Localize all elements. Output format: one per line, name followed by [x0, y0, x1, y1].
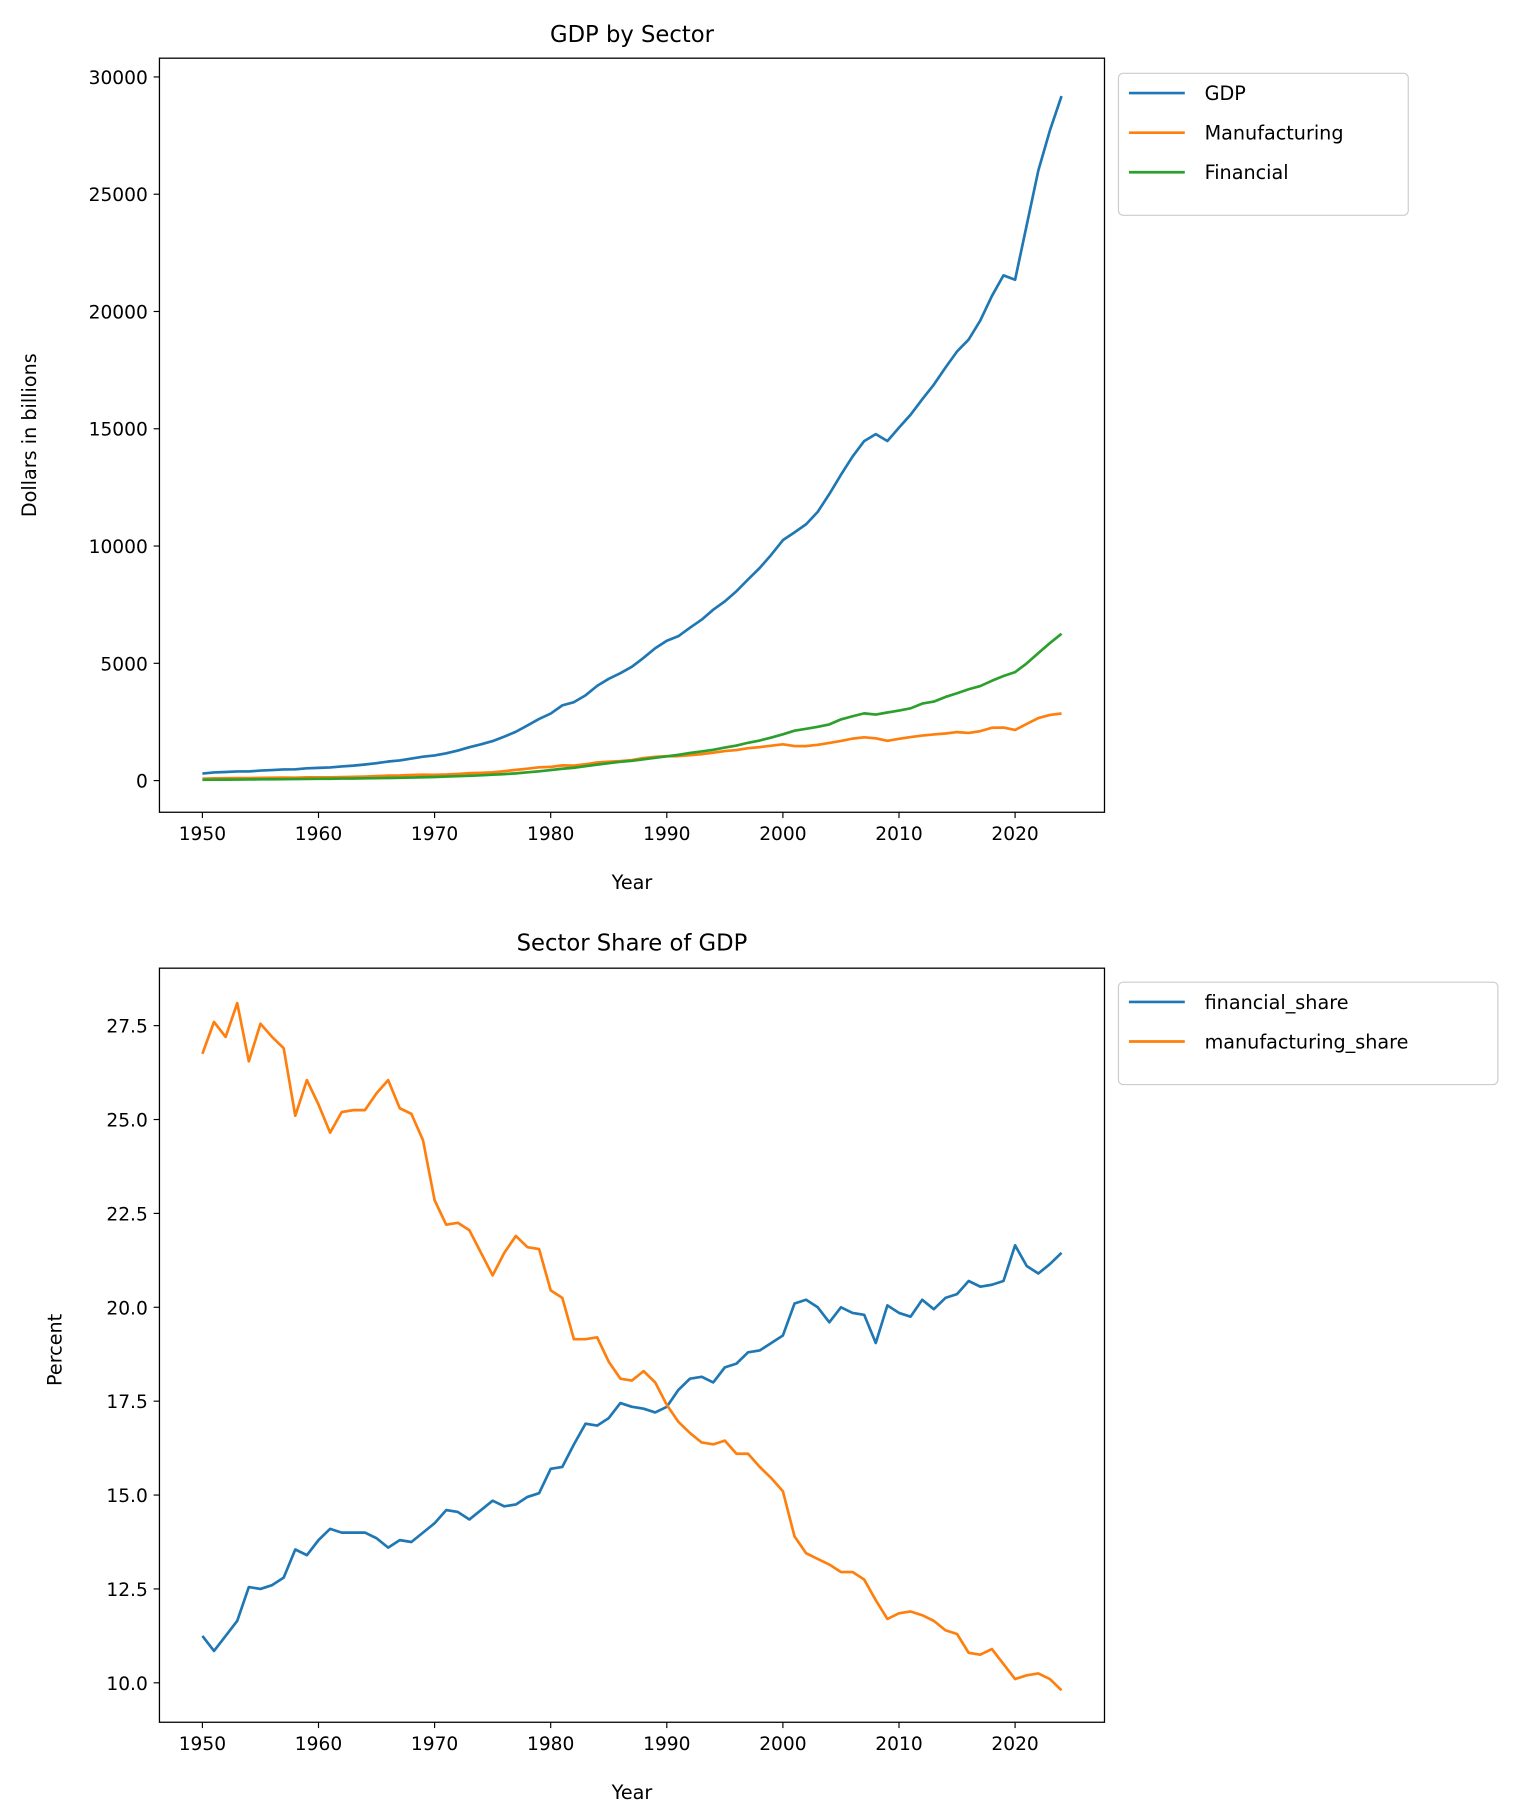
sector-share-chart: Sector Share of GDP Year Percent 1950 196… — [44, 931, 1499, 1804]
y-tick-label: 10000 — [89, 537, 148, 558]
legend-label: Manufacturing — [1205, 122, 1344, 145]
x-tick-label: 1970 — [411, 824, 458, 845]
series-line-financial — [202, 632, 1063, 782]
legend-label: GDP — [1205, 82, 1246, 105]
x-tick-label: 1990 — [643, 1734, 690, 1755]
legend: GDP Manufacturing Financial — [1117, 72, 1409, 216]
y-tick-label: 0 — [136, 772, 148, 793]
y-tick-label: 15.0 — [106, 1486, 147, 1507]
x-tick-label: 1950 — [179, 824, 226, 845]
legend-label: manufacturing_share — [1205, 1030, 1409, 1053]
y-tick-label: 12.5 — [106, 1580, 147, 1601]
x-tick-label: 2010 — [875, 824, 922, 845]
x-tick-label: 1960 — [295, 1734, 342, 1755]
chart-title: Sector Share of GDP — [517, 931, 748, 957]
y-axis-label: Dollars in billions — [18, 353, 41, 517]
y-tick-label: 25000 — [89, 185, 148, 206]
x-tick-label: 2020 — [991, 824, 1038, 845]
y-tick-label: 30000 — [89, 68, 148, 89]
x-axis-label: Year — [611, 871, 653, 894]
y-axis-label: Percent — [44, 1313, 67, 1386]
x-axis-label: Year — [611, 1781, 653, 1804]
y-tick-label: 20.0 — [106, 1298, 147, 1319]
series-line-financial_share — [201, 1243, 1063, 1653]
y-tick-label: 15000 — [89, 420, 148, 441]
x-tick-label: 2000 — [759, 824, 806, 845]
chart-title: GDP by Sector — [550, 22, 715, 48]
x-tick-label: 2020 — [991, 1734, 1038, 1755]
plot-frame — [158, 967, 1106, 1723]
y-tick-label: 25.0 — [106, 1111, 147, 1132]
gdp-by-sector-chart: GDP by Sector Year Dollars in billions 1… — [18, 22, 1409, 894]
x-tick-label: 1980 — [527, 1734, 574, 1755]
x-tick-label: 1950 — [179, 1734, 226, 1755]
series-line-gdp — [202, 95, 1063, 775]
x-tick-label: 1990 — [643, 824, 690, 845]
legend-box — [1117, 72, 1409, 216]
x-tick-label: 1960 — [295, 824, 342, 845]
x-tick-label: 2010 — [875, 1734, 922, 1755]
legend-label: Financial — [1205, 161, 1289, 184]
y-tick-label: 22.5 — [106, 1204, 147, 1225]
x-tick-label: 1970 — [411, 1734, 458, 1755]
y-tick-label: 20000 — [89, 302, 148, 323]
series-line-manufacturing_share — [201, 1001, 1063, 1692]
y-tick-label: 10.0 — [106, 1674, 147, 1695]
y-tick-label: 27.5 — [106, 1017, 147, 1038]
plot-frame — [158, 57, 1106, 813]
x-tick-label: 2000 — [759, 1734, 806, 1755]
y-tick-label: 17.5 — [106, 1392, 147, 1413]
y-tick-label: 5000 — [100, 654, 147, 675]
legend-box — [1117, 981, 1499, 1086]
legend-label: financial_share — [1205, 991, 1349, 1014]
series-line-manufacturing — [202, 712, 1062, 781]
legend: financial_share manufacturing_share — [1117, 981, 1499, 1086]
x-tick-label: 1980 — [527, 824, 574, 845]
